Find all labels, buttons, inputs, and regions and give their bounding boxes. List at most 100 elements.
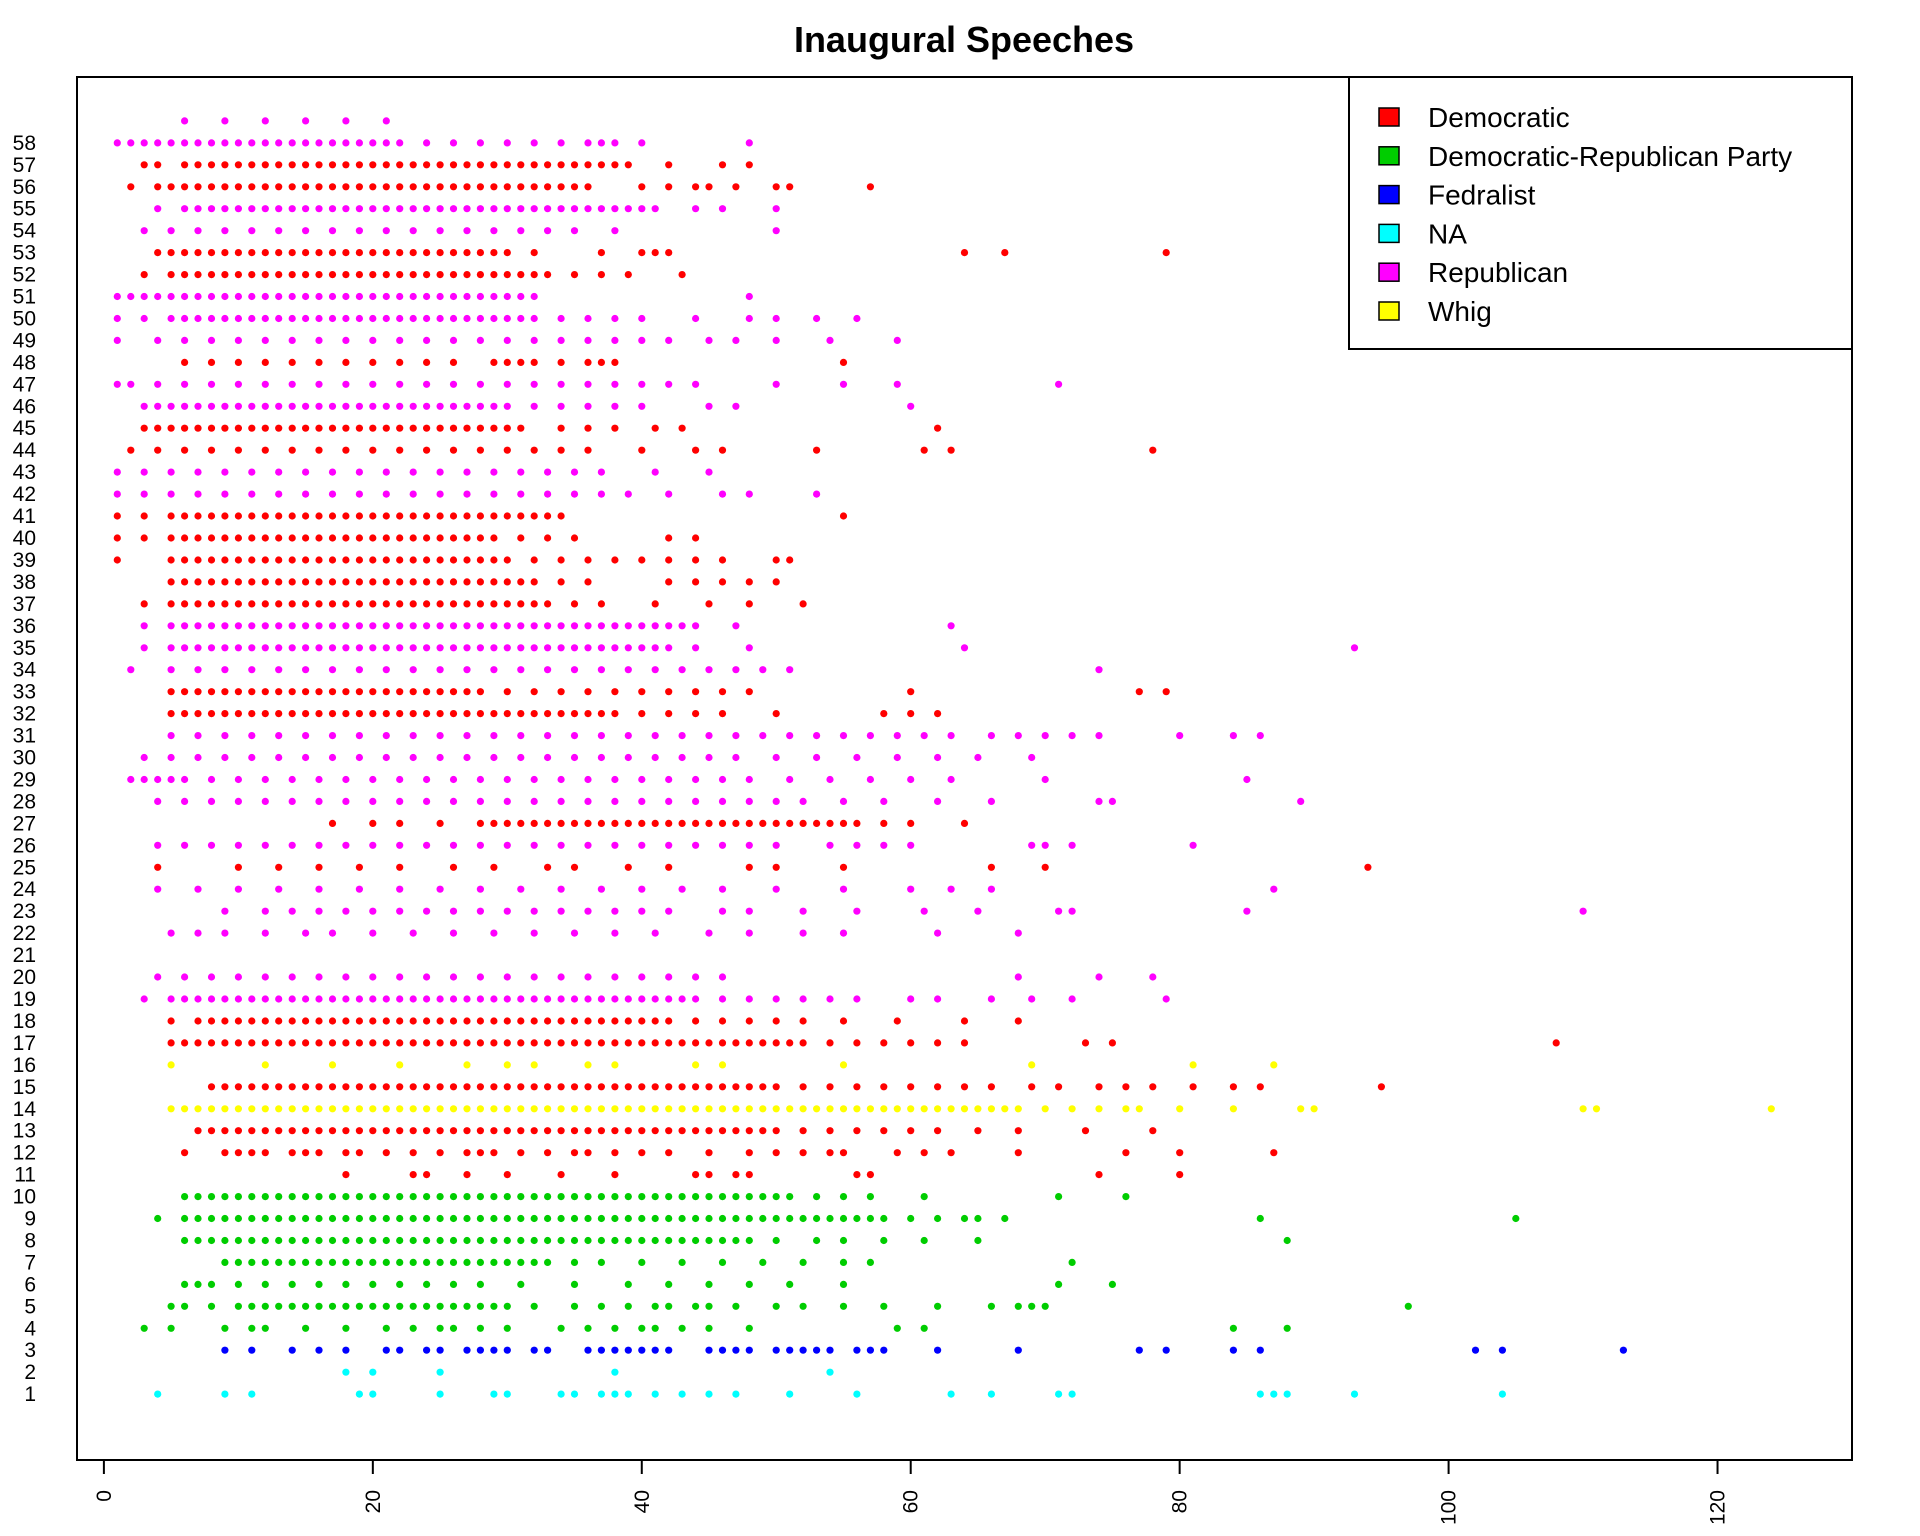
data-point: [449, 512, 458, 520]
data-point: [544, 666, 552, 674]
y-tick-label: 1: [24, 1383, 36, 1406]
data-point: [692, 1017, 700, 1025]
data-point: [328, 753, 337, 762]
data-point: [597, 1302, 606, 1310]
data-point: [1014, 1017, 1022, 1025]
data-point: [1055, 1280, 1063, 1288]
data-point: [839, 819, 848, 828]
data-point: [557, 819, 565, 828]
data-point: [342, 622, 350, 630]
data-point: [718, 161, 727, 169]
data-point: [315, 995, 323, 1003]
data-point: [745, 688, 753, 696]
data-point: [449, 907, 458, 915]
data-point: [907, 688, 915, 696]
data-point: [328, 424, 337, 432]
data-point: [436, 688, 444, 696]
data-point: [503, 205, 511, 213]
data-point: [396, 205, 404, 213]
data-point: [248, 139, 256, 147]
data-point: [1055, 380, 1063, 388]
data-point: [960, 1017, 969, 1025]
data-point: [221, 424, 229, 432]
data-point: [597, 1258, 606, 1266]
data-point: [396, 1214, 404, 1223]
data-point: [234, 1193, 242, 1201]
data-point: [288, 578, 296, 586]
data-point: [396, 183, 404, 191]
data-point: [275, 666, 283, 674]
data-point: [194, 710, 202, 718]
data-point: [1028, 1302, 1036, 1310]
data-point: [140, 468, 148, 476]
data-point: [826, 1083, 834, 1091]
data-point: [261, 1236, 269, 1245]
data-point: [181, 556, 189, 564]
data-point: [315, 688, 323, 696]
data-point: [1014, 1346, 1022, 1354]
data-point: [396, 314, 404, 323]
data-point: [517, 1127, 525, 1135]
data-point: [705, 1039, 713, 1047]
data-point: [880, 1105, 888, 1113]
data-point: [570, 753, 579, 762]
data-point: [665, 1127, 673, 1135]
data-point: [328, 995, 337, 1003]
data-point: [328, 1083, 337, 1091]
data-point: [369, 775, 377, 784]
data-point: [853, 1346, 861, 1354]
data-point: [221, 1258, 229, 1266]
data-point: [409, 622, 417, 630]
data-point: [315, 380, 323, 388]
data-point: [490, 622, 498, 630]
data-point: [194, 271, 202, 279]
data-point: [234, 183, 242, 191]
data-point: [490, 1017, 498, 1025]
data-point: [705, 1280, 713, 1288]
data-point: [248, 1258, 256, 1266]
data-point: [315, 271, 323, 279]
data-point: [248, 556, 256, 564]
data-point: [678, 1236, 686, 1245]
data-point: [907, 1105, 915, 1113]
data-point: [409, 753, 417, 762]
data-point: [167, 753, 175, 762]
data-point: [490, 556, 498, 564]
data-point: [759, 1214, 767, 1223]
data-point: [248, 1214, 256, 1223]
data-point: [799, 995, 807, 1003]
data-point: [275, 995, 283, 1003]
data-point: [732, 1171, 740, 1179]
data-point: [369, 446, 377, 454]
data-point: [584, 1236, 592, 1245]
data-point: [342, 1149, 350, 1157]
data-point: [476, 622, 484, 630]
data-point: [463, 161, 471, 169]
legend-label: Democratic-Republican Party: [1428, 141, 1792, 172]
data-point: [584, 1193, 592, 1201]
data-point: [947, 1390, 955, 1398]
data-point: [113, 468, 121, 476]
data-point: [570, 1017, 579, 1025]
data-point: [678, 622, 686, 630]
data-point: [449, 336, 458, 344]
data-point: [490, 161, 498, 169]
data-point: [732, 1390, 740, 1398]
data-point: [194, 227, 202, 235]
data-point: [544, 819, 552, 828]
data-point: [167, 249, 175, 257]
data-point: [275, 622, 283, 630]
data-point: [261, 424, 269, 432]
y-tick-label: 44: [13, 439, 37, 462]
data-point: [1176, 1105, 1184, 1113]
data-point: [611, 929, 619, 937]
data-point: [234, 622, 242, 630]
data-point: [261, 1302, 269, 1310]
data-point: [799, 1346, 807, 1354]
data-point: [665, 490, 673, 498]
data-point: [544, 995, 552, 1003]
data-point: [705, 1193, 713, 1201]
data-point: [328, 205, 337, 213]
data-point: [181, 336, 189, 344]
data-point: [315, 644, 323, 652]
